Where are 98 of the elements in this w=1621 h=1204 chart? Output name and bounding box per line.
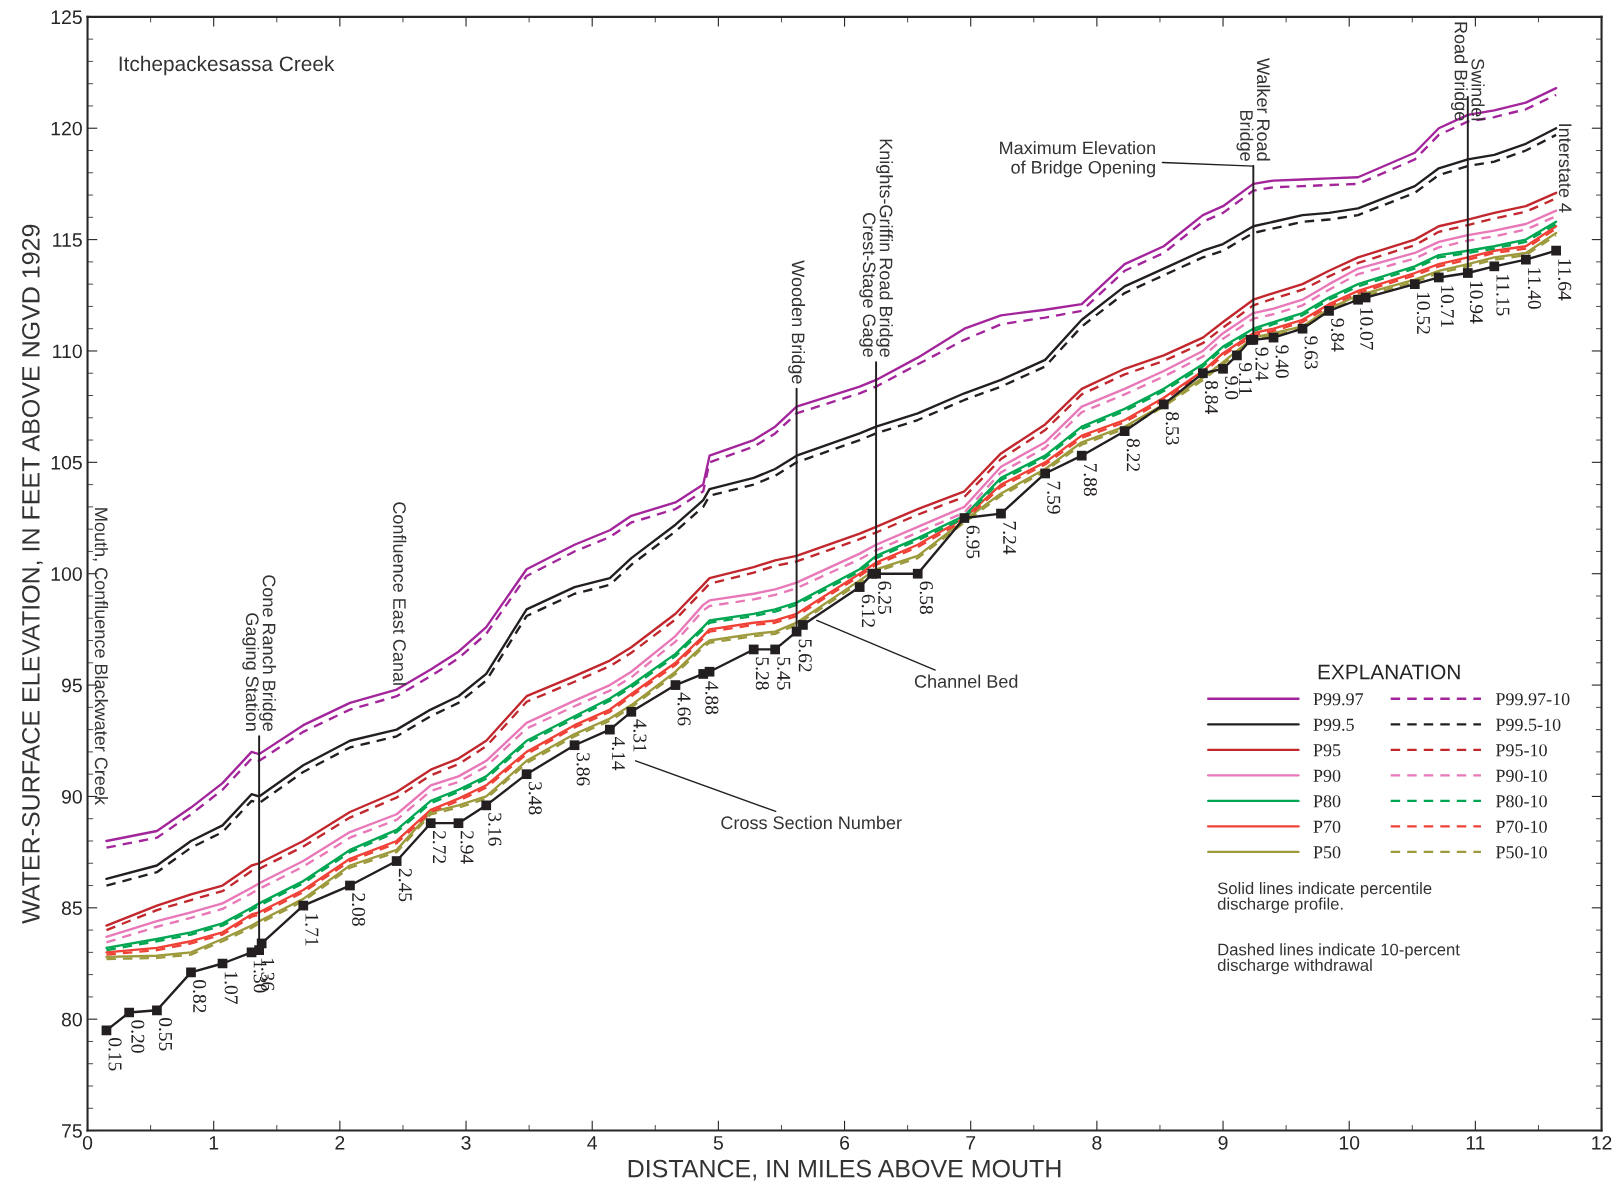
- x-tick-label: 3: [461, 1135, 471, 1150]
- text: Itchepackesassa Creek: [119, 55, 335, 76]
- annotation: 1.07: [224, 972, 238, 1004]
- annotation: 6.25: [878, 581, 892, 614]
- annotation: 10.94: [1469, 281, 1484, 324]
- annotation: 0.20: [131, 1020, 145, 1053]
- y-tick-label: 85: [61, 901, 82, 916]
- x-tick-label: 11: [1466, 1136, 1485, 1150]
- annotation: 0.55: [158, 1017, 173, 1051]
- x-tick-label: 10: [1339, 1135, 1360, 1150]
- annotation: Mouth, Confluence Blackwater Creek: [92, 508, 109, 805]
- legend-label: P80-10: [1495, 795, 1547, 808]
- y-tick-label: 120: [51, 121, 82, 136]
- x-tick-label: 2: [335, 1135, 345, 1150]
- annotation: 2.45: [398, 868, 412, 902]
- annotation: Confluence East Canal: [393, 502, 407, 685]
- annotation: 11.64: [1558, 259, 1572, 301]
- annotation: 9.0: [1225, 376, 1239, 400]
- legend-label: P99.97: [1313, 693, 1364, 706]
- ref-line-label: Knights-Griffin Road Bridge Crest-Stage Gage: [859, 139, 893, 357]
- x-tick-label: 6: [840, 1135, 850, 1150]
- annotation: 8.84: [1204, 380, 1219, 414]
- annotation: Maximum Elevation of Bridge Opening: [1000, 141, 1155, 178]
- y-tick-label: 75: [62, 1124, 82, 1138]
- annotation: 2.08: [351, 893, 366, 926]
- annotation: 9.63: [1304, 336, 1318, 369]
- annotation: 3.16: [488, 813, 502, 846]
- annotation: 0.82: [192, 980, 207, 1013]
- ref-line-label: Wooden Bridge: [788, 260, 806, 384]
- annotation: Cross Section Number: [721, 815, 902, 830]
- annotation: 2.72: [432, 830, 446, 864]
- x-tick-label: 9: [1218, 1135, 1228, 1150]
- legend-label: P90: [1313, 769, 1341, 782]
- annotation: Solid lines indicate percentile discharge profile.: [1217, 881, 1432, 914]
- legend-label: P95-10: [1495, 744, 1547, 757]
- annotation: Channel Bed: [914, 674, 1018, 688]
- annotation: 7.59: [1047, 481, 1061, 514]
- x-axis-title: DISTANCE, IN MILES ABOVE MOUTH: [628, 1159, 1061, 1181]
- y-tick-label: 105: [51, 455, 82, 470]
- annotation: 9.40: [1275, 345, 1289, 378]
- y-tick-label: 100: [51, 567, 82, 581]
- ref-line-label: Walker Road Bridge: [1236, 58, 1271, 161]
- legend-title: EXPLANATION: [1318, 664, 1460, 680]
- annotation: 8.53: [1165, 412, 1179, 445]
- annotation: 7.24: [1002, 521, 1017, 555]
- annotation: 5.45: [777, 657, 791, 690]
- legend-label: P70-10: [1495, 820, 1547, 833]
- annotation: 9.84: [1331, 318, 1345, 352]
- annotation: 3.86: [576, 753, 590, 786]
- annotation: 5.28: [755, 657, 769, 690]
- annotation: 5.62: [798, 639, 812, 672]
- x-tick-label: 5: [713, 1136, 723, 1150]
- annotation: 7.88: [1083, 463, 1097, 496]
- annotation: 1.71: [305, 914, 319, 946]
- annotation: 9.11: [1238, 362, 1253, 395]
- annotation: Interstate 4: [1558, 124, 1572, 213]
- annotation: 4.14: [611, 736, 625, 771]
- y-tick-label: 115: [53, 233, 82, 247]
- annotation: 11.40: [1527, 268, 1542, 309]
- legend-label: P90-10: [1495, 769, 1547, 782]
- legend-label: P95: [1313, 744, 1341, 757]
- annotation: 10.52: [1416, 292, 1431, 334]
- annotation: 10.07: [1360, 308, 1374, 350]
- legend-label: P70: [1313, 820, 1341, 833]
- annotation: 4.31: [633, 719, 647, 752]
- annotation: 6.95: [966, 525, 980, 559]
- annotation: 4.66: [677, 692, 691, 726]
- y-tick-label: 110: [53, 344, 82, 359]
- annotation: 2.94: [460, 830, 474, 864]
- legend-label: P80: [1313, 795, 1341, 808]
- legend-label: P50: [1313, 846, 1341, 859]
- annotation: 4.88: [705, 681, 719, 715]
- legend-label: P99.5-10: [1495, 718, 1561, 731]
- annotation: Dashed lines indicate 10-percent discharge withdrawal: [1217, 943, 1460, 975]
- legend-label: P50-10: [1495, 846, 1547, 859]
- x-tick-label: 1: [209, 1136, 219, 1150]
- ref-line-label: Swindel Road Bridge: [1450, 22, 1485, 121]
- x-tick-label: 7: [966, 1136, 976, 1150]
- annotation: 10.71: [1440, 286, 1454, 327]
- legend-label: P99.97-10: [1495, 693, 1570, 706]
- y-tick-label: 80: [61, 1012, 82, 1027]
- x-tick-label: 12: [1592, 1135, 1612, 1150]
- annotation: 9.24: [1255, 347, 1269, 381]
- y-tick-label: 95: [61, 678, 82, 693]
- x-tick-label: 0: [82, 1135, 93, 1150]
- y-tick-label: 125: [51, 10, 82, 25]
- x-tick-label: 4: [587, 1136, 598, 1150]
- y-tick-label: 90: [61, 789, 82, 804]
- annotation: 6.12: [861, 594, 875, 627]
- annotation: 0.15: [108, 1038, 122, 1071]
- annotation: 6.58: [919, 581, 933, 614]
- ref-line-label: Cone Ranch Bridge Gaging Station: [242, 575, 276, 732]
- y-axis-title: WATER-SURFACE ELEVATION, IN FEET ABOVE NGVD 1929: [22, 224, 43, 924]
- x-tick-label: 8: [1092, 1135, 1102, 1150]
- legend-label: P99.5: [1313, 718, 1354, 731]
- annotation: 3.48: [528, 782, 542, 815]
- annotation: 11.15: [1496, 274, 1510, 316]
- annotation: 8.22: [1126, 438, 1140, 472]
